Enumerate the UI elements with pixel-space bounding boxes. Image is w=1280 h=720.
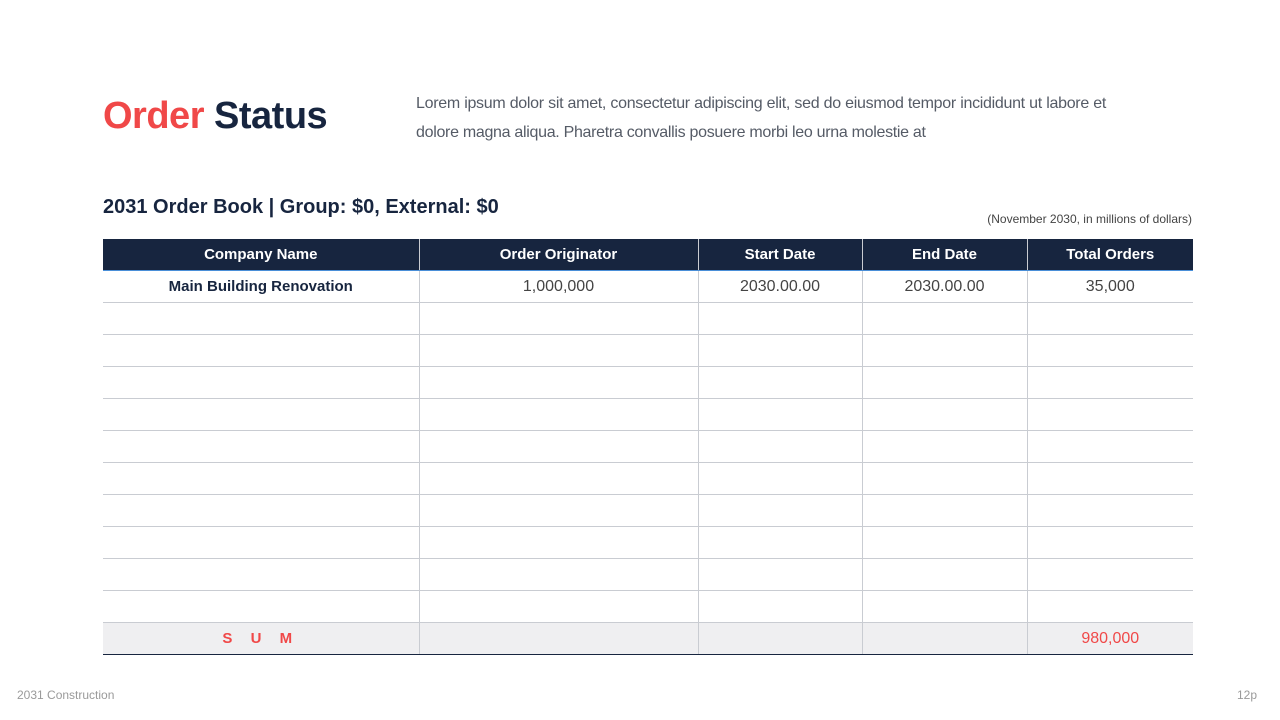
table-cell bbox=[862, 334, 1028, 367]
table-row bbox=[103, 462, 1193, 495]
table-cell bbox=[419, 334, 699, 367]
column-header: Order Originator bbox=[419, 239, 699, 271]
table-cell bbox=[419, 558, 699, 591]
table-row bbox=[103, 558, 1193, 591]
table-cell bbox=[419, 302, 699, 335]
table-cell bbox=[1027, 526, 1193, 559]
table-cell bbox=[419, 398, 699, 431]
table-cell bbox=[103, 558, 420, 591]
table-cell bbox=[103, 430, 420, 463]
units-note: (November 2030, in millions of dollars) bbox=[987, 212, 1192, 226]
table-cell bbox=[698, 462, 863, 495]
section-subtitle: 2031 Order Book | Group: $0, External: $… bbox=[103, 196, 499, 218]
table-cell bbox=[103, 302, 420, 335]
title-accent: Order bbox=[103, 95, 204, 137]
table-header: Company Name Order Originator Start Date En… bbox=[103, 239, 1193, 271]
table-cell bbox=[862, 302, 1028, 335]
table-row bbox=[103, 590, 1193, 623]
table-cell bbox=[419, 590, 699, 623]
table-cell: 2030.00.00 bbox=[862, 270, 1028, 303]
table-cell: 1,000,000 bbox=[419, 270, 699, 303]
table-cell bbox=[1027, 334, 1193, 367]
column-header: Total Orders bbox=[1027, 239, 1193, 271]
table-cell bbox=[103, 366, 420, 399]
table-cell: Main Building Renovation bbox=[103, 270, 420, 303]
page-title: Order Status bbox=[103, 95, 328, 138]
table-cell bbox=[862, 430, 1028, 463]
table-cell bbox=[862, 590, 1028, 623]
table-cell bbox=[419, 526, 699, 559]
table-cell bbox=[698, 526, 863, 559]
table-cell bbox=[862, 366, 1028, 399]
table-cell bbox=[698, 494, 863, 527]
table-cell bbox=[698, 302, 863, 335]
table-cell bbox=[1027, 398, 1193, 431]
table-cell bbox=[419, 462, 699, 495]
table-row bbox=[103, 366, 1193, 399]
page-number: 12p bbox=[1236, 688, 1257, 702]
sum-cell bbox=[419, 622, 699, 655]
table-cell bbox=[1027, 302, 1193, 335]
table-cell bbox=[103, 494, 420, 527]
table-cell bbox=[1027, 558, 1193, 591]
table-cell bbox=[698, 590, 863, 623]
table-cell bbox=[862, 398, 1028, 431]
sum-cell bbox=[862, 622, 1028, 655]
footer-label: 2031 Construction bbox=[17, 688, 115, 702]
table-cell: 2030.00.00 bbox=[698, 270, 863, 303]
table-cell bbox=[698, 366, 863, 399]
sum-cell: 980,000 bbox=[1027, 622, 1193, 655]
table-cell bbox=[698, 558, 863, 591]
table-cell bbox=[698, 398, 863, 431]
sum-cell bbox=[698, 622, 863, 655]
table-cell bbox=[1027, 494, 1193, 527]
table-cell bbox=[862, 526, 1028, 559]
table-row bbox=[103, 494, 1193, 527]
table-cell bbox=[419, 430, 699, 463]
table-cell bbox=[698, 334, 863, 367]
sum-label: S U M bbox=[103, 622, 420, 655]
table-cell bbox=[862, 462, 1028, 495]
table-cell bbox=[698, 430, 863, 463]
table-cell bbox=[1027, 430, 1193, 463]
column-header: Company Name bbox=[103, 239, 420, 271]
table-cell bbox=[103, 334, 420, 367]
table-row bbox=[103, 398, 1193, 431]
table-cell bbox=[103, 398, 420, 431]
description: Lorem ipsum dolor sit amet, consectetur … bbox=[416, 95, 1106, 141]
table-cell bbox=[419, 494, 699, 527]
table-cell bbox=[862, 494, 1028, 527]
sum-row: S U M 980,000 bbox=[103, 622, 1193, 655]
table-cell bbox=[1027, 590, 1193, 623]
column-header: End Date bbox=[862, 239, 1028, 271]
table-row bbox=[103, 430, 1193, 463]
table-cell bbox=[1027, 462, 1193, 495]
table-cell bbox=[862, 558, 1028, 591]
table-cell bbox=[103, 462, 420, 495]
table-cell: 35,000 bbox=[1027, 270, 1193, 303]
table-cell bbox=[1027, 366, 1193, 399]
column-header: Start Date bbox=[698, 239, 863, 271]
table-row bbox=[103, 302, 1193, 335]
table-cell bbox=[103, 590, 420, 623]
order-table: Company Name Order Originator Start Date En… bbox=[103, 239, 1193, 655]
table-row: Main Building Renovation 1,000,000 2030.00… bbox=[103, 270, 1193, 303]
table-row bbox=[103, 334, 1193, 367]
title-main: Status bbox=[214, 95, 328, 137]
table-cell bbox=[419, 366, 699, 399]
table-cell bbox=[103, 526, 420, 559]
table-row bbox=[103, 526, 1193, 559]
